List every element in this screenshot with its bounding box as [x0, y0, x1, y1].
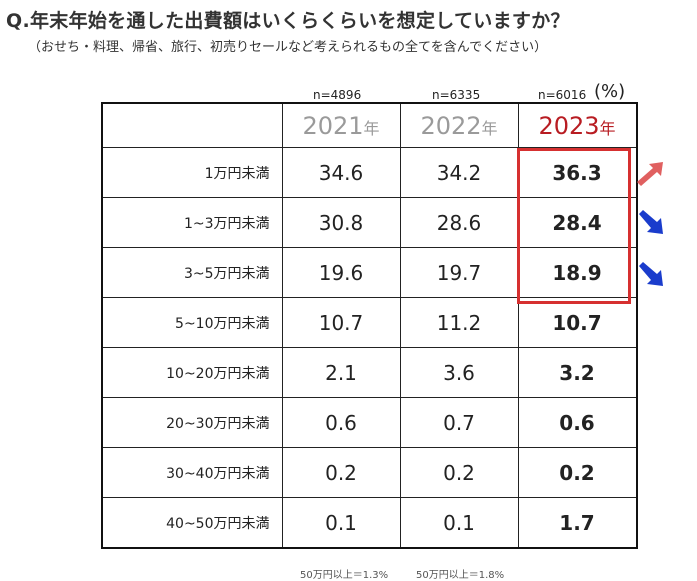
value-cell-2023: 0.2 — [517, 447, 637, 498]
value-cell-2023: 18.9 — [517, 247, 637, 298]
header-corner-cell — [101, 102, 283, 148]
row-label: 1~3万円未満 — [101, 197, 283, 248]
value-cell-2022: 11.2 — [399, 297, 519, 348]
value-cell-2022: 28.6 — [399, 197, 519, 248]
year-2021: 2021 — [302, 111, 364, 140]
value-cell-2023: 1.7 — [517, 497, 637, 549]
arrow-down-shape — [639, 262, 663, 286]
table-row: 40~50万円未満 0.1 0.1 1.7 — [101, 497, 637, 549]
row-label: 30~40万円未満 — [101, 447, 283, 498]
value-cell-2023: 10.7 — [517, 297, 637, 348]
expense-table: 2021年 2022年 2023年 1万円未満 34.6 34.2 36.3 1~3万円… — [101, 102, 638, 549]
arrow-up-shape — [637, 162, 663, 186]
year-suffix: 年 — [599, 118, 616, 138]
footnote-2022: 50万円以上＝1.8% — [416, 570, 505, 581]
value-cell-2022: 19.7 — [399, 247, 519, 298]
value-cell-2023: 36.3 — [517, 147, 637, 198]
table-body: 1万円未満 34.6 34.2 36.3 1~3万円未満 30.8 28.6 28.4 3~5万… — [101, 147, 637, 549]
sample-size-2023: n=6016 — [538, 88, 587, 102]
table-row: 20~30万円未満 0.6 0.7 0.6 — [101, 397, 637, 448]
value-cell-2022: 3.6 — [399, 347, 519, 398]
row-label: 10~20万円未満 — [101, 347, 283, 398]
table-row: 10~20万円未満 2.1 3.6 3.2 — [101, 347, 637, 398]
year-suffix: 年 — [363, 118, 380, 138]
value-cell-2021: 30.8 — [281, 197, 401, 248]
value-cell-2021: 0.6 — [281, 397, 401, 448]
value-cell-2021: 19.6 — [281, 247, 401, 298]
row-label: 5~10万円未満 — [101, 297, 283, 348]
value-cell-2021: 0.2 — [281, 447, 401, 498]
arrow-down-icon — [639, 262, 663, 286]
value-cell-2021: 34.6 — [281, 147, 401, 198]
value-cell-2021: 2.1 — [281, 347, 401, 398]
sample-size-2022: n=6335 — [432, 88, 481, 102]
value-cell-2022: 0.2 — [399, 447, 519, 498]
table-row: 3~5万円未満 19.6 19.7 18.9 — [101, 247, 637, 298]
year-2022: 2022 — [420, 111, 482, 140]
value-cell-2023: 0.6 — [517, 397, 637, 448]
value-cell-2023: 3.2 — [517, 347, 637, 398]
value-cell-2023: 28.4 — [517, 197, 637, 248]
header-2021: 2021年 — [281, 102, 401, 148]
arrow-down-icon — [639, 210, 663, 234]
header-2022: 2022年 — [399, 102, 519, 148]
header-2023: 2023年 — [517, 102, 637, 148]
row-label: 3~5万円未満 — [101, 247, 283, 298]
table-row: 30~40万円未満 0.2 0.2 0.2 — [101, 447, 637, 498]
question-subtitle: （おせち・料理、帰省、旅行、初売りセールなど考えられるもの全てを含んでください） — [28, 40, 548, 55]
table-row: 5~10万円未満 10.7 11.2 10.7 — [101, 297, 637, 348]
highlight-box-2023 — [517, 148, 631, 304]
year-2023: 2023 — [538, 111, 600, 140]
value-cell-2021: 10.7 — [281, 297, 401, 348]
footnote-2021: 50万円以上＝1.3% — [300, 570, 389, 581]
row-label: 20~30万円未満 — [101, 397, 283, 448]
value-cell-2021: 0.1 — [281, 497, 401, 549]
question-title: Q.年末年始を通した出費額はいくらくらいを想定していますか？ — [6, 10, 570, 32]
value-cell-2022: 34.2 — [399, 147, 519, 198]
arrow-up-icon — [637, 162, 663, 186]
arrow-down-shape — [639, 210, 663, 234]
value-cell-2022: 0.1 — [399, 497, 519, 549]
year-suffix: 年 — [481, 118, 498, 138]
row-label: 40~50万円未満 — [101, 497, 283, 549]
row-label: 1万円未満 — [101, 147, 283, 198]
header-row: 2021年 2022年 2023年 — [101, 102, 637, 148]
value-cell-2022: 0.7 — [399, 397, 519, 448]
unit-label: (%) — [594, 81, 626, 102]
sample-size-2021: n=4896 — [313, 88, 362, 102]
